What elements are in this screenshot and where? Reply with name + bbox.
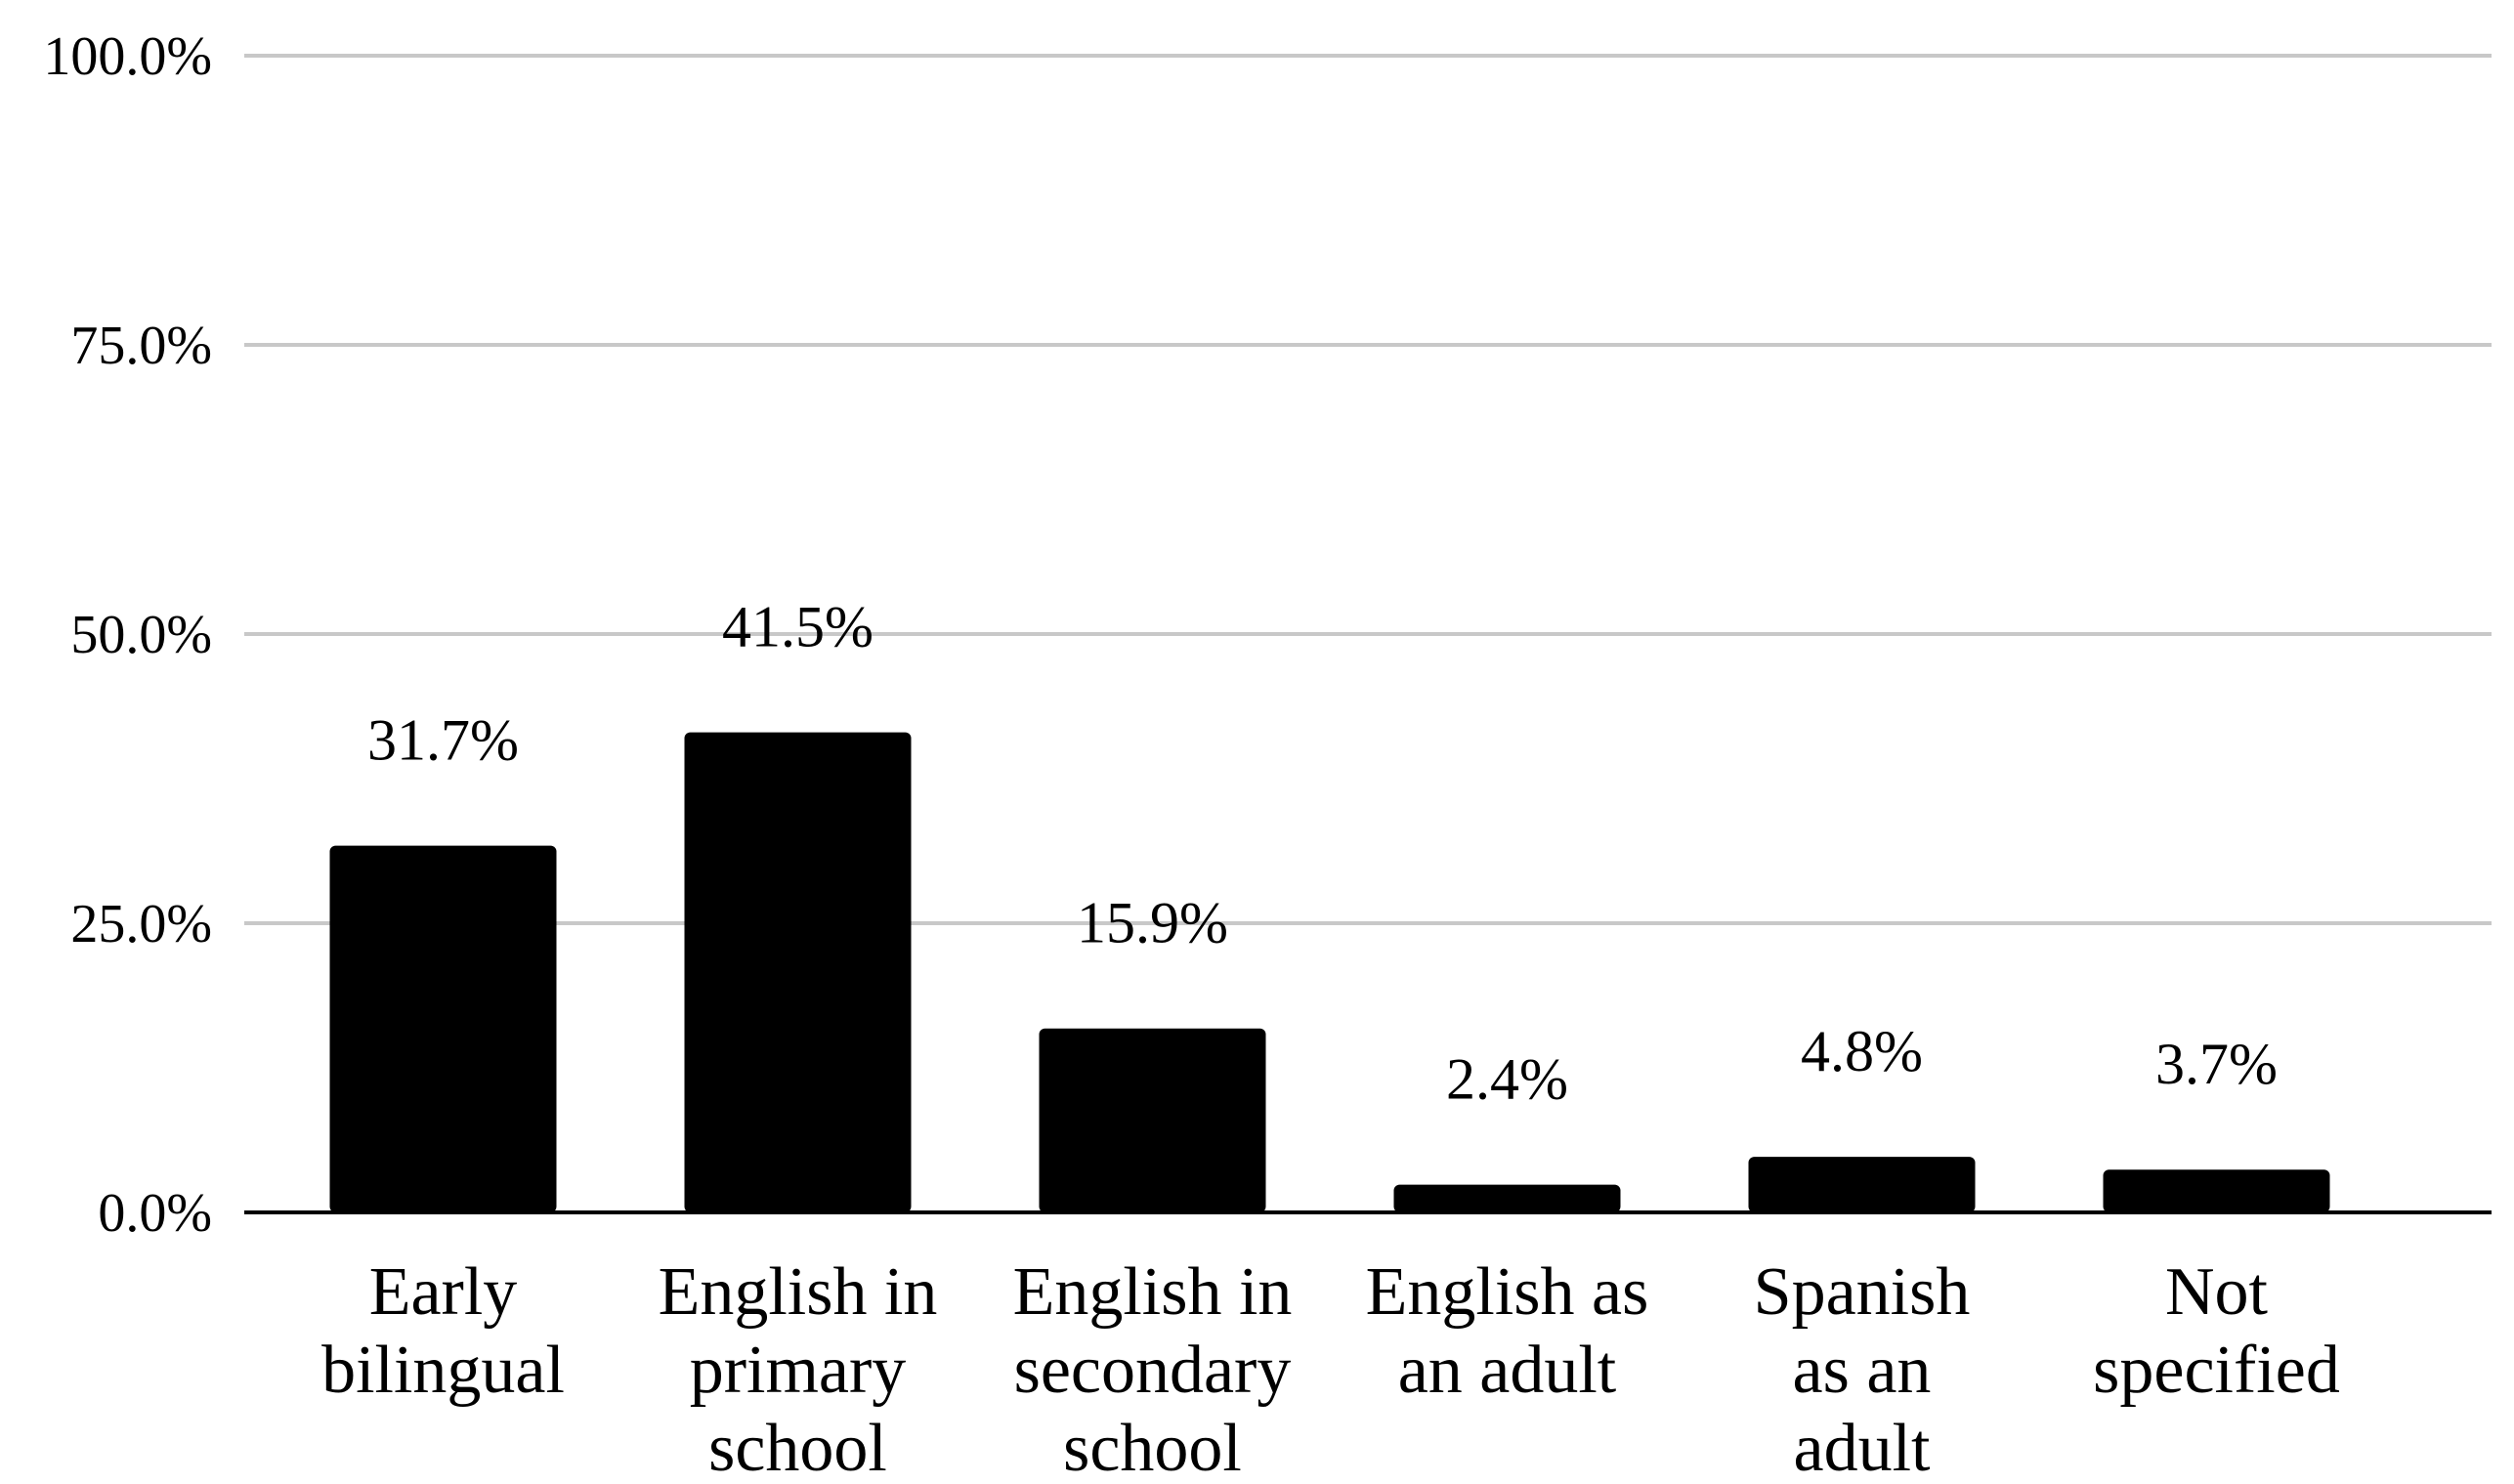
y-tick-label: 75.0%: [70, 316, 212, 376]
x-category-label-line: an adult: [1398, 1333, 1617, 1408]
data-label: 41.5%: [722, 595, 874, 659]
bar: [1393, 1184, 1621, 1212]
data-label: 15.9%: [1077, 891, 1228, 955]
x-category-label-line: school: [1063, 1411, 1242, 1484]
x-category-label: Not specified: [2093, 1254, 2340, 1408]
x-category-label-line: specified: [2093, 1333, 2340, 1408]
x-category-label-line: Early: [369, 1254, 518, 1330]
x-category-label: English in primary school: [659, 1254, 938, 1484]
x-category-label-line: primary: [690, 1333, 907, 1408]
x-category-label-line: English as: [1366, 1254, 1649, 1330]
x-category-label-line: adult: [1794, 1411, 1932, 1484]
data-labels: 31.7% 41.5% 15.9% 2.4% 4.8% 3.7%: [367, 595, 2278, 1112]
y-tick-label: 100.0%: [43, 26, 212, 87]
bar: [1039, 1028, 1266, 1212]
data-label: 31.7%: [367, 708, 519, 773]
data-label: 2.4%: [1446, 1047, 1568, 1112]
data-label: 3.7%: [2155, 1032, 2278, 1096]
x-category-label: English as an adult: [1366, 1254, 1649, 1408]
x-category-label: Spanish as an adult: [1754, 1254, 1971, 1484]
y-tick-label: 50.0%: [70, 605, 212, 665]
gridlines: [244, 54, 2492, 925]
y-tick-label: 0.0%: [98, 1183, 212, 1244]
x-category-label-line: English in: [1013, 1254, 1293, 1330]
x-category-label: Early bilingual: [321, 1254, 565, 1408]
x-category-label: English in secondary school: [1013, 1254, 1293, 1484]
bar: [329, 845, 557, 1212]
x-category-label-line: Not: [2165, 1254, 2269, 1330]
x-category-label-line: as an: [1793, 1333, 1932, 1408]
bar: [1748, 1157, 1976, 1212]
x-category-label-line: English in: [659, 1254, 938, 1330]
bar: [684, 732, 912, 1212]
x-category-label-line: school: [708, 1411, 887, 1484]
x-category-label-line: Spanish: [1754, 1254, 1971, 1330]
y-axis-tick-labels: 0.0% 25.0% 50.0% 75.0% 100.0%: [43, 26, 212, 1244]
x-category-label-line: bilingual: [321, 1333, 565, 1408]
y-tick-label: 25.0%: [70, 894, 212, 954]
bar: [2103, 1169, 2330, 1212]
data-label: 4.8%: [1801, 1019, 1923, 1083]
x-category-label-line: secondary: [1014, 1333, 1292, 1408]
bars: [329, 732, 2330, 1212]
